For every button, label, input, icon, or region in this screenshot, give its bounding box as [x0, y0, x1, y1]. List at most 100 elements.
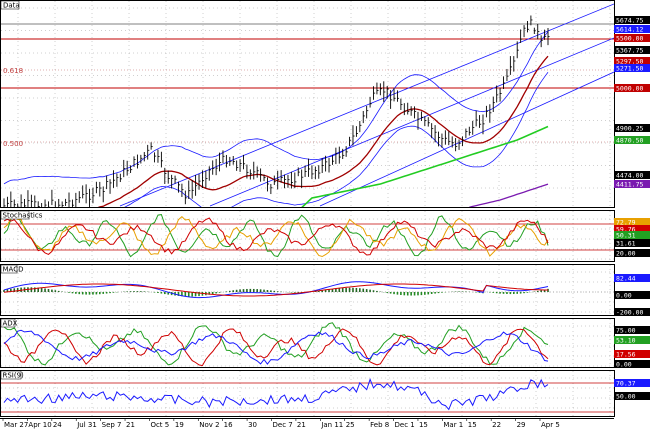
- adx-panel: [0, 318, 615, 368]
- panel-title-stochastics: Stochastics: [0, 210, 43, 220]
- horizontal-levels: [1, 23, 614, 143]
- price-tag: 50.31: [614, 231, 650, 240]
- date-tick-label: Nov 2: [199, 421, 219, 429]
- svg-text:50.31: 50.31: [616, 232, 636, 240]
- panel-title-text: Data: [3, 2, 20, 10]
- date-tick-label: 16: [224, 421, 233, 429]
- svg-text:5271.50: 5271.50: [616, 65, 643, 73]
- price-tag: 4900.25: [614, 124, 650, 133]
- svg-text:4411.75: 4411.75: [616, 181, 643, 189]
- ma-mid-line: [301, 125, 549, 207]
- price-tag: 70.37: [614, 379, 650, 388]
- date-tick-label: 22: [492, 421, 501, 429]
- date-tick-label: 21: [126, 421, 135, 429]
- panel-title-text: RSI(9): [3, 372, 25, 380]
- price-tag: 4411.75: [614, 180, 650, 189]
- svg-text:72.79: 72.79: [616, 219, 636, 227]
- date-tick-label: Jul 31: [76, 421, 97, 429]
- fib-label: 0.500: [3, 140, 23, 148]
- date-tick-label: 25: [346, 421, 355, 429]
- macd-signal-line: [3, 283, 548, 297]
- ma-long-line: [469, 183, 549, 207]
- svg-text:53.10: 53.10: [616, 337, 636, 345]
- panel-title-text: MACD: [3, 266, 24, 274]
- svg-text:4474.00: 4474.00: [616, 172, 643, 180]
- date-axis: Mar 27 Apr 10 24 Jul 31 Sep 7 21 Oct 5 19 Nov 2 1…: [0, 418, 614, 429]
- date-tick-label: Apr 5: [541, 421, 560, 429]
- ma-short-line: [97, 55, 549, 207]
- svg-text:75.00: 75.00: [616, 327, 636, 335]
- date-tick-label: 30: [248, 421, 257, 429]
- price-tag: 5000.00: [614, 84, 650, 93]
- svg-text:5367.75: 5367.75: [616, 47, 643, 55]
- svg-text:5614.12: 5614.12: [616, 26, 643, 34]
- fib-label: 0.618: [3, 67, 23, 75]
- price-tag: -200.00: [614, 308, 650, 317]
- svg-text:59.76: 59.76: [616, 226, 636, 234]
- svg-text:5000.00: 5000.00: [616, 85, 643, 93]
- date-tick-label: 15: [419, 421, 428, 429]
- stoch-slow-line: [3, 217, 549, 256]
- date-tick-label: 29: [517, 421, 526, 429]
- price-tag: 0.00: [614, 291, 650, 300]
- adx-plus-di-line: [3, 322, 549, 366]
- price-tag: 5614.12: [614, 25, 650, 34]
- price-tag: 5271.50: [614, 64, 650, 73]
- svg-text:5297.50: 5297.50: [616, 58, 643, 66]
- rsi-panel: [0, 370, 615, 417]
- price-tag: 53.10: [614, 336, 650, 345]
- price-tag: 5674.75: [614, 16, 650, 25]
- date-tick-label: 21: [297, 421, 306, 429]
- price-tag: 20.00: [614, 249, 650, 258]
- price-tag: 72.79: [614, 218, 650, 227]
- svg-text:4900.25: 4900.25: [616, 125, 643, 133]
- price-tag: 4474.00: [614, 171, 650, 180]
- date-tick-label: Feb 8: [370, 421, 389, 429]
- svg-text:4870.50: 4870.50: [616, 137, 643, 145]
- adx-minus-di-line: [3, 328, 549, 367]
- price-tag: 17.56: [614, 350, 650, 359]
- price-tag: 59.76: [614, 225, 650, 234]
- stochastics-panel: [0, 210, 615, 262]
- rsi-line: [3, 377, 549, 411]
- svg-text:0.00: 0.00: [616, 292, 632, 300]
- svg-text:50.00: 50.00: [616, 393, 636, 401]
- panel-title-data: Data: [0, 0, 20, 10]
- svg-text:0.00: 0.00: [616, 361, 632, 369]
- price-tag: 31.61: [614, 239, 650, 248]
- price-tag: 5367.75: [614, 46, 650, 55]
- price-tag: 75.00: [614, 326, 650, 335]
- macd-line: [3, 281, 549, 299]
- svg-text:-200.00: -200.00: [616, 309, 643, 317]
- date-tick-label: 24: [53, 421, 62, 429]
- price-tag: 50.00: [614, 392, 650, 401]
- svg-text:82.44: 82.44: [616, 275, 636, 283]
- svg-text:70.37: 70.37: [616, 380, 636, 388]
- macd-panel: [0, 264, 615, 316]
- date-tick-label: Apr 10: [28, 421, 51, 429]
- stoch-d-line: [3, 216, 549, 258]
- date-tick-label: Sep 7: [102, 421, 122, 429]
- svg-text:17.56: 17.56: [616, 351, 636, 359]
- price-tag: 5297.50: [614, 57, 650, 66]
- bollinger-upper: [3, 31, 549, 185]
- date-tick-label: 19: [175, 421, 184, 429]
- svg-text:20.00: 20.00: [616, 250, 636, 258]
- date-tick-label: 15: [468, 421, 477, 429]
- panel-title-text: ADX: [3, 320, 18, 328]
- date-tick-label: Jan 11: [320, 421, 343, 429]
- svg-text:5674.75: 5674.75: [616, 17, 643, 25]
- date-tick-label: Mar 1: [443, 421, 463, 429]
- price-bars: [3, 15, 550, 207]
- date-tick-label: Dec 1: [395, 421, 415, 429]
- date-tick-label: Dec 7: [273, 421, 293, 429]
- panel-title-macd: MACD: [0, 264, 24, 274]
- adx-line: [3, 329, 549, 365]
- date-tick-label: Oct 5: [150, 421, 169, 429]
- price-panel: [0, 0, 615, 208]
- price-tag: 82.44: [614, 274, 650, 283]
- panel-title-adx: ADX: [0, 318, 18, 328]
